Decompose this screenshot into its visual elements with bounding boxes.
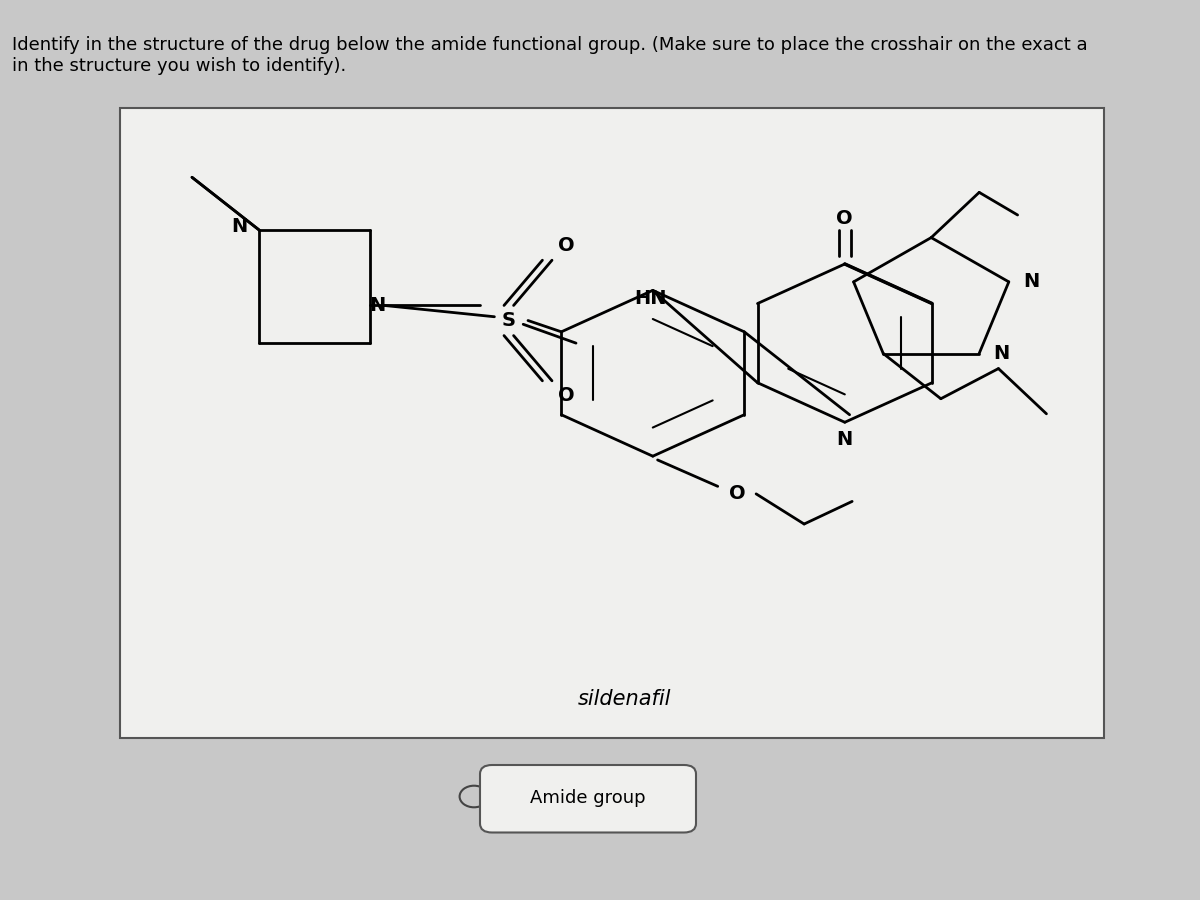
Text: O: O (558, 386, 575, 405)
Text: N: N (370, 296, 386, 315)
Text: Identify in the structure of the drug below the amide functional group. (Make su: Identify in the structure of the drug be… (12, 36, 1087, 75)
Text: O: O (558, 236, 575, 255)
Text: Amide group: Amide group (530, 789, 646, 807)
Text: O: O (728, 484, 745, 503)
Text: N: N (1024, 273, 1039, 292)
Text: N: N (232, 217, 247, 236)
Text: HN: HN (635, 289, 667, 309)
Text: O: O (836, 210, 853, 229)
Text: sildenafil: sildenafil (577, 688, 671, 709)
Text: N: N (836, 430, 853, 449)
Text: N: N (994, 344, 1010, 363)
Text: S: S (502, 311, 516, 330)
